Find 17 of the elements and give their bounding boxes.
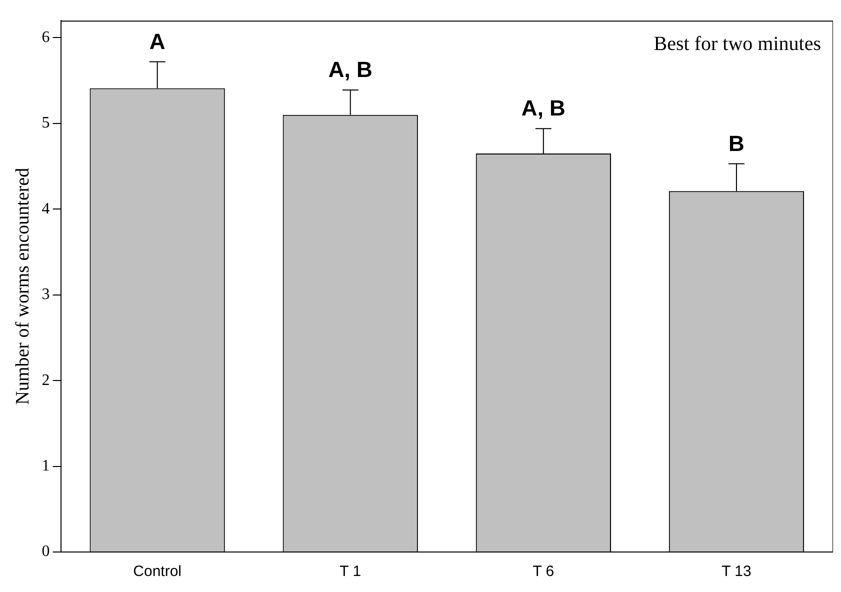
annotation: A, B xyxy=(328,57,372,82)
x-tick-label: Control xyxy=(133,563,182,580)
x-tick-label: T 1 xyxy=(340,563,362,580)
annotation: Best for two minutes xyxy=(654,32,822,55)
y-tick-label: 2 xyxy=(42,372,50,389)
y-tick-label: 3 xyxy=(42,286,50,304)
annotation: B xyxy=(728,130,744,156)
annotation: A, B xyxy=(521,96,566,121)
x-tick-label: T 13 xyxy=(722,563,752,580)
y-tick-label: 4 xyxy=(42,200,50,218)
annotation: A xyxy=(149,28,166,54)
x-tick-label: T 6 xyxy=(532,563,554,580)
y-tick-label: 0 xyxy=(42,543,50,560)
y-axis-title: Number of worms encountered xyxy=(12,167,34,405)
y-tick-label: 6 xyxy=(42,28,50,46)
y-tick-label: 5 xyxy=(42,114,50,132)
y-tick-label: 1 xyxy=(42,457,50,474)
